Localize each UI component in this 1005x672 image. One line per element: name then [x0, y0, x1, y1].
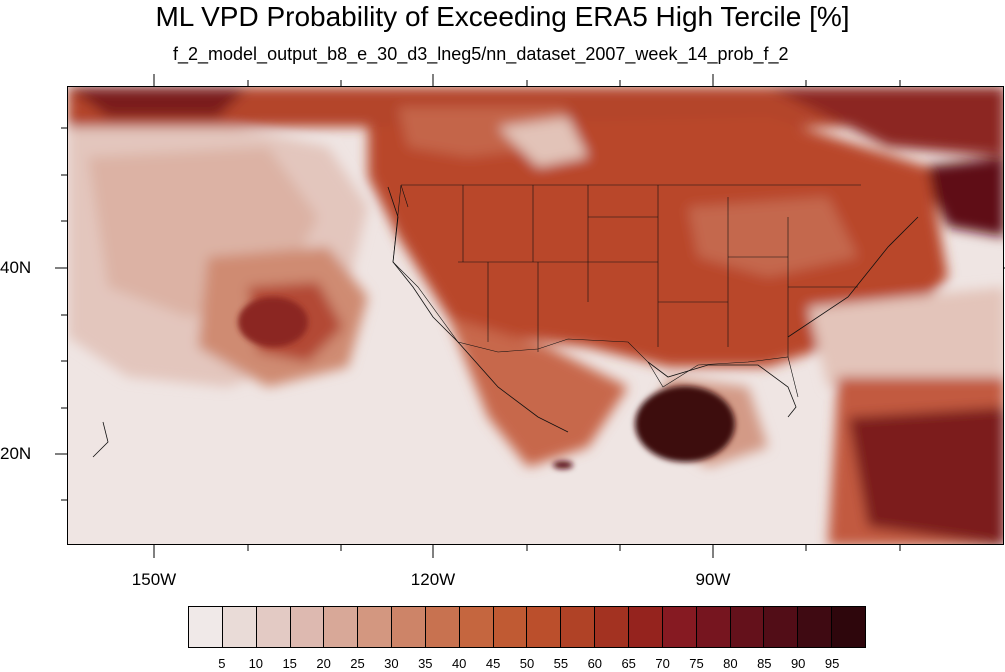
baja-dark-streak	[553, 461, 573, 469]
colorbar-box	[595, 607, 629, 647]
lon-label-90w: 90W	[695, 570, 731, 589]
gulf-of-mexico-dark-blob	[635, 386, 735, 462]
vpd-probability-field	[68, 87, 1003, 544]
colorbar-box	[290, 607, 325, 647]
coastlines	[92, 186, 919, 458]
colorbar-tick-label: 50	[519, 656, 535, 671]
lon-label-120w: 120W	[410, 570, 456, 589]
colorbar-tick-label: 85	[757, 656, 772, 671]
colorbar-tick-label: 75	[689, 656, 704, 671]
colorbar-tick-label: 40	[451, 656, 467, 671]
colorbar-tick-label: 60	[587, 656, 603, 671]
colorbar-box	[358, 607, 393, 647]
alaska-dark-region	[68, 87, 248, 117]
colorbar-box	[425, 607, 460, 647]
colorbar-box	[561, 607, 596, 647]
colorbar-tick-label: 65	[621, 656, 636, 671]
colorbar-box	[662, 607, 697, 647]
colorbar-box	[832, 607, 865, 647]
colorbar-tick-label: 70	[655, 656, 670, 671]
colorbar-box	[730, 607, 765, 647]
state-boundaries	[392, 184, 861, 398]
canada-pale-patch	[498, 117, 588, 167]
map-subtitle: f_2_model_output_b8_e_30_d3_lneg5/nn_dat…	[173, 44, 789, 64]
colorbar-box	[222, 607, 257, 647]
atlantic-pale-region	[808, 287, 1003, 387]
caribbean-dark-region	[848, 407, 1003, 544]
pacific-high-center	[238, 297, 308, 347]
colorbar-tick-label: 15	[282, 656, 297, 671]
colorbar-tick-label: 20	[316, 656, 331, 671]
canada-east-dark	[768, 87, 1003, 157]
mexico-coast-region	[448, 317, 628, 467]
colorbar-box	[459, 607, 494, 647]
colorbar-box	[392, 607, 426, 647]
colorbar-box	[764, 607, 799, 647]
colorbar	[188, 606, 866, 648]
map-plot-area	[67, 86, 1004, 545]
colorbar-box	[256, 607, 291, 647]
colorbar-tick-label: 45	[485, 656, 501, 671]
colorbar-box	[527, 607, 562, 647]
colorbar-box	[493, 607, 528, 647]
colorbar-tick-label: 55	[553, 656, 569, 671]
colorbar-box	[628, 607, 663, 647]
lat-label-20n: 20N	[0, 444, 32, 463]
lat-label-40n: 40N	[0, 258, 32, 277]
colorbar-box	[189, 607, 223, 647]
colorbar-tick-label: 80	[723, 656, 738, 671]
colorbar-box	[696, 607, 731, 647]
colorbar-tick-label: 30	[384, 656, 399, 671]
lon-label-150w: 150W	[131, 570, 177, 589]
colorbar-box	[324, 607, 359, 647]
colorbar-tick-label: 35	[418, 656, 433, 671]
map-title: ML VPD Probability of Exceeding ERA5 Hig…	[155, 1, 850, 32]
colorbar-tick-label: 5	[218, 656, 226, 671]
colorbar-tick-label: 90	[790, 656, 806, 671]
colorbar-tick-label: 25	[350, 656, 365, 671]
colorbar-tick-label: 10	[248, 656, 264, 671]
atlantic-dark-patch	[918, 157, 1003, 237]
colorbar-box	[798, 607, 833, 647]
colorbar-tick-label: 95	[824, 656, 840, 671]
